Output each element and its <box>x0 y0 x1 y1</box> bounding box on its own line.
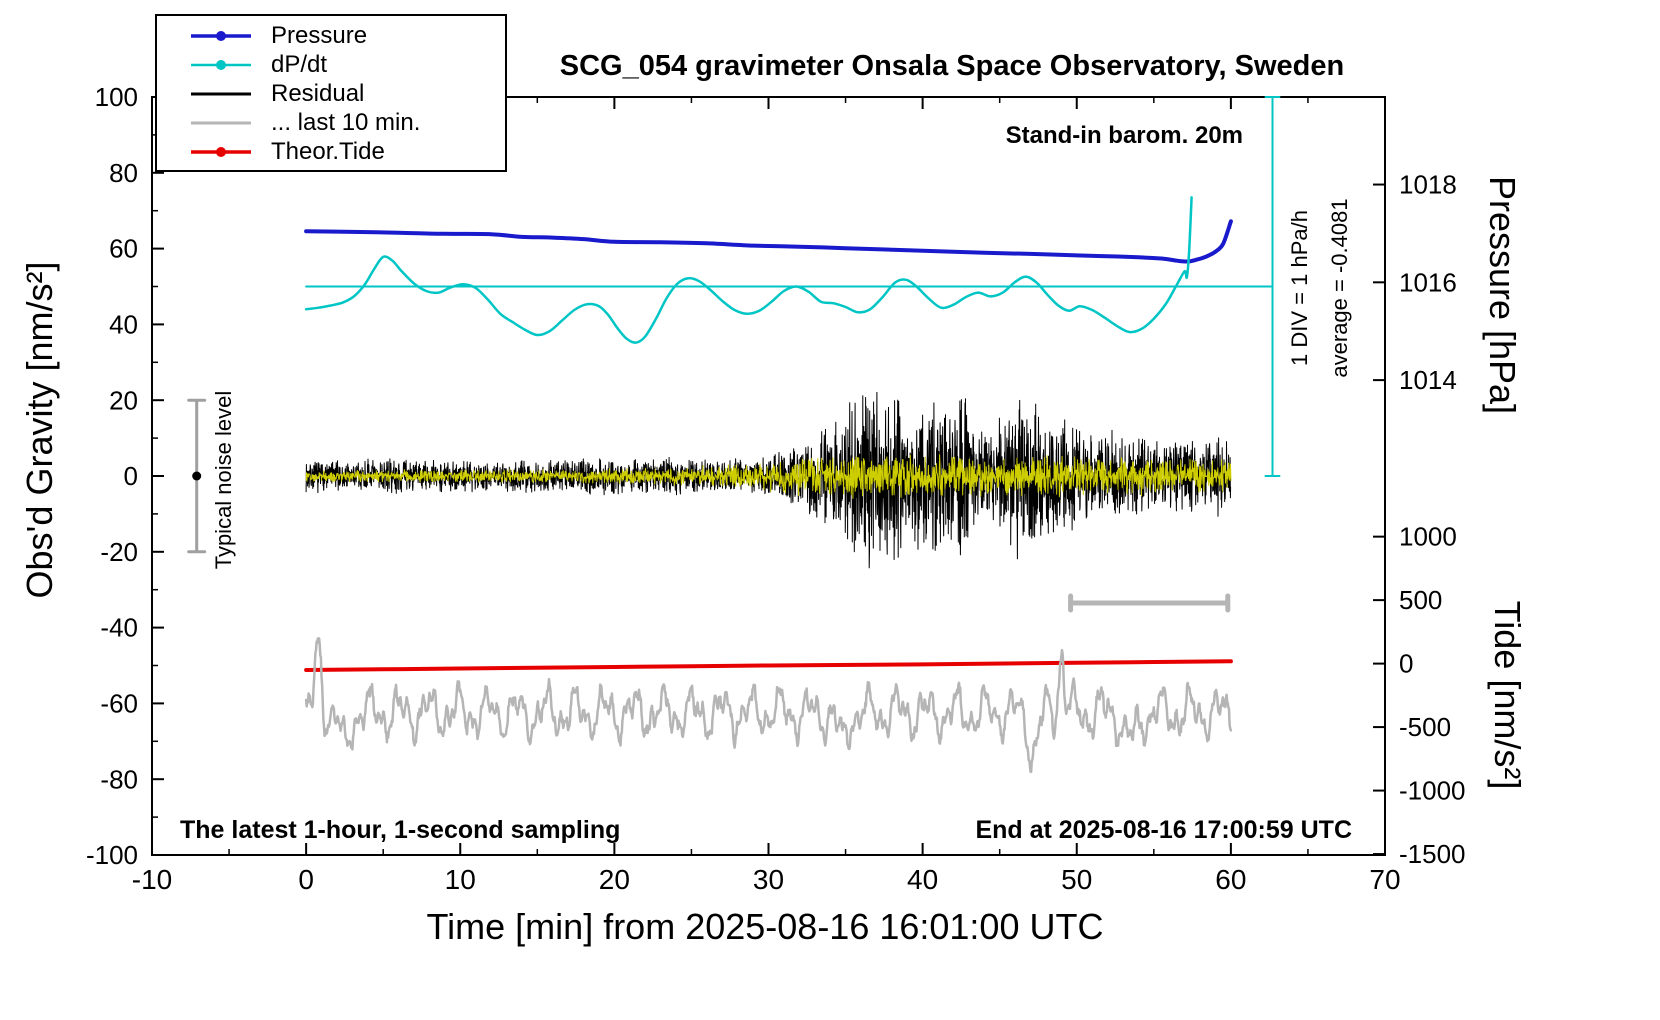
annotation-barometer: Stand-in barom. 20m <box>1005 122 1243 149</box>
legend-item-0: Pressure <box>157 21 505 50</box>
legend-label: dP/dt <box>271 50 328 78</box>
series-pressure-div-scale <box>1264 96 1281 477</box>
legend-label: ... last 10 min. <box>271 108 421 136</box>
legend-label: Theor.Tide <box>271 137 385 165</box>
x-tick-label: 30 <box>753 864 784 895</box>
tide-tick: 1000 500 0 -500 -1000 -1500 <box>1373 522 1466 869</box>
y-axis-left-ticks: -100 -80 -60 -40 -20 0 20 40 60 80 100 <box>86 82 164 870</box>
chart-title: SCG_054 gravimeter Onsala Space Observat… <box>559 50 1345 82</box>
x-axis-ticks: -10 0 10 20 30 40 50 60 70 <box>132 97 1401 895</box>
series-ten-minute-scalebar <box>1068 593 1231 613</box>
legend-marker-icon <box>191 92 251 95</box>
y-axis-pressure-label: Pressure [hPa] <box>1482 175 1523 415</box>
x-tick-label: 20 <box>599 864 630 895</box>
x-tick-label: 0 <box>298 864 314 895</box>
legend-marker-icon <box>191 30 251 41</box>
noise-level-dot <box>192 471 202 481</box>
y-tick-label: 80 <box>109 158 138 188</box>
y-tick-label: 100 <box>95 82 138 112</box>
y-tick-label: 60 <box>109 234 138 264</box>
legend-rows: Pressure dP/dt Residual... last 10 min. The… <box>157 21 505 166</box>
y-tick-label: 40 <box>109 310 138 340</box>
legend-item-1: dP/dt <box>157 50 505 79</box>
y-tick-label: 20 <box>109 385 138 415</box>
x-tick-label: 60 <box>1215 864 1246 895</box>
y-tick-label: 0 <box>124 461 138 491</box>
legend-item-3: ... last 10 min. <box>157 108 505 137</box>
x-tick-label: 10 <box>445 864 476 895</box>
series-last-10-min <box>304 637 1233 774</box>
series-theor-tide <box>304 659 1233 672</box>
tide-tick-label: 0 <box>1399 649 1413 679</box>
legend-item-4: Theor.Tide <box>157 137 505 166</box>
pressure-tick: 1014 1016 1018 <box>1373 170 1457 395</box>
annotation-average: average = -0.4081 <box>1327 198 1352 378</box>
tide-tick-label: -500 <box>1399 712 1451 742</box>
annotation-noise-level: Typical noise level <box>211 390 236 570</box>
legend: Pressure dP/dt Residual... last 10 min. The… <box>155 14 507 172</box>
series-residual-recent-overlay <box>305 454 1232 499</box>
series-pressure <box>304 219 1233 264</box>
tide-tick-label: -1000 <box>1399 776 1466 806</box>
annotation-sampling: The latest 1-hour, 1-second sampling <box>180 816 621 844</box>
tide-tick-label: -1500 <box>1399 839 1466 869</box>
tide-tick-label: 500 <box>1399 585 1442 615</box>
annotation-end-time: End at 2025-08-16 17:00:59 UTC <box>975 816 1352 844</box>
x-tick-label: 70 <box>1369 864 1400 895</box>
tide-tick-label: 1000 <box>1399 522 1457 552</box>
x-axis-label: Time [min] from 2025-08-16 16:01:00 UTC <box>426 906 1104 947</box>
legend-item-2: Residual <box>157 79 505 108</box>
y-tick-label: -20 <box>100 537 138 567</box>
series-dpdt <box>304 196 1193 344</box>
pressure-tick-label: 1018 <box>1399 170 1457 200</box>
legend-marker-icon <box>191 121 251 124</box>
pressure-tick-label: 1014 <box>1399 365 1457 395</box>
x-tick-label: -10 <box>132 864 172 895</box>
legend-marker-icon <box>191 146 251 157</box>
x-tick-label: 40 <box>907 864 938 895</box>
legend-label: Pressure <box>271 21 368 49</box>
pressure-tick-label: 1016 <box>1399 267 1457 297</box>
x-tick-label: 50 <box>1061 864 1092 895</box>
y-axis-tide-label: Tide [nm/s²] <box>1487 600 1528 790</box>
y-tick-label: -60 <box>100 689 138 719</box>
y-tick-label: -80 <box>100 764 138 794</box>
y-tick-label: -40 <box>100 613 138 643</box>
y-axis-left-label: Obs'd Gravity [nm/s²] <box>19 261 60 599</box>
annotation-div-scale: 1 DIV = 1 hPa/h <box>1287 210 1312 366</box>
legend-marker-icon <box>191 59 251 70</box>
y-tick-label: -100 <box>86 840 138 870</box>
legend-label: Residual <box>271 79 365 107</box>
